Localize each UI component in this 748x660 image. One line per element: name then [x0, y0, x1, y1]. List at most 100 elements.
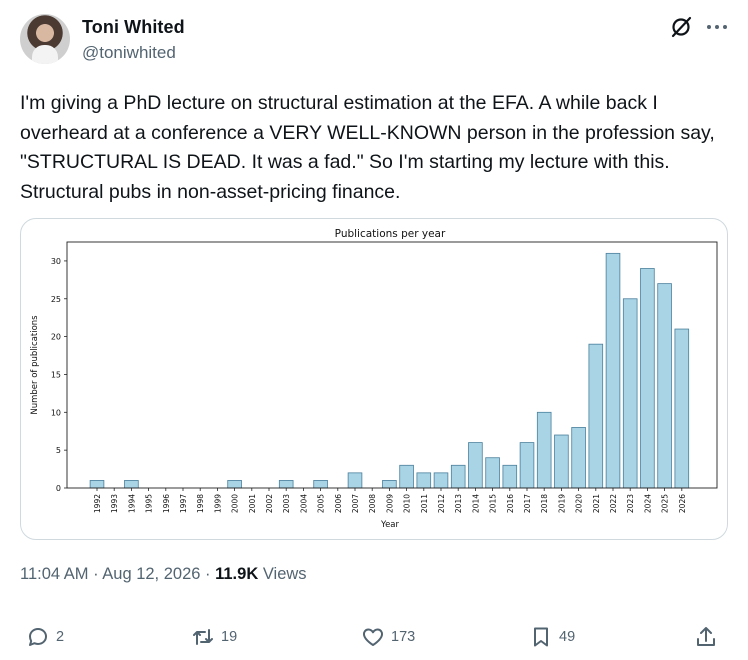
x-tick-label-2012: 2012	[437, 494, 446, 513]
bar-2007	[347, 472, 363, 489]
x-tick-label-1998: 1998	[196, 494, 205, 513]
x-tick-label-2025: 2025	[661, 494, 670, 513]
share-icon	[697, 627, 715, 646]
x-tick-label-2022: 2022	[609, 494, 618, 513]
x-tick-label-2007: 2007	[351, 494, 360, 513]
bar-2003	[278, 480, 294, 489]
heart-icon	[363, 628, 383, 646]
x-tick-label-1996: 1996	[162, 494, 171, 513]
bar-2023	[622, 298, 638, 489]
x-tick-label-2009: 2009	[385, 494, 394, 513]
x-tick-label-2020: 2020	[575, 494, 584, 513]
bar-2005	[313, 480, 328, 489]
x-tick-label-2023: 2023	[626, 494, 635, 513]
chart-title: Publications per year	[335, 228, 446, 240]
bar-2025	[657, 283, 672, 489]
bookmark-count: 49	[559, 629, 576, 645]
bar-2026	[674, 328, 690, 489]
x-tick-label-2003: 2003	[282, 494, 291, 513]
x-tick-label-2010: 2010	[403, 494, 412, 513]
tweet-meta: 11:04 AM · Aug 12, 2026 · 11.9K Views	[20, 565, 307, 584]
bar-2009	[382, 480, 397, 489]
x-tick-label-2018: 2018	[540, 494, 549, 513]
x-tick-label-2004: 2004	[299, 494, 308, 513]
x-tick-label-2017: 2017	[523, 494, 532, 513]
y-tick-label-10: 10	[51, 408, 61, 417]
y-tick-label-5: 5	[56, 446, 61, 455]
like-count: 173	[391, 629, 416, 645]
author-handle[interactable]: @toniwhited	[82, 43, 176, 62]
bar-2024	[640, 268, 655, 489]
bar-2018	[536, 411, 552, 489]
bar-2013	[450, 464, 466, 489]
x-tick-label-1999: 1999	[213, 494, 222, 513]
y-tick-label-20: 20	[51, 333, 61, 342]
x-tick-label-1997: 1997	[179, 494, 188, 513]
bar-2019	[554, 434, 569, 489]
x-tick-label-2016: 2016	[506, 494, 515, 513]
x-tick-label-2005: 2005	[317, 494, 326, 513]
x-tick-label-2000: 2000	[231, 494, 240, 513]
meta-separator-2: ·	[200, 565, 216, 583]
bar-2021	[588, 343, 604, 489]
retweet-count: 19	[221, 629, 238, 645]
views-label: Views	[258, 565, 307, 583]
bar-2014	[468, 442, 483, 489]
chart-y-axis-label: Number of publications	[30, 315, 40, 415]
avatar[interactable]	[20, 14, 70, 64]
y-tick-label-15: 15	[51, 370, 61, 379]
bar-2016	[502, 464, 518, 489]
chart-image-card[interactable]: Publications per year Number of publicat…	[20, 218, 728, 540]
bar-1994	[124, 480, 139, 489]
x-tick-label-1993: 1993	[110, 494, 119, 513]
bar-1992	[89, 480, 105, 489]
x-tick-label-2001: 2001	[248, 494, 257, 513]
chart-x-axis-label: Year	[380, 520, 400, 530]
x-tick-label-1992: 1992	[93, 494, 102, 513]
reply-button[interactable]: 2	[26, 624, 64, 650]
x-tick-label-2014: 2014	[471, 494, 480, 513]
x-tick-label-2024: 2024	[643, 494, 652, 513]
bar-2022	[605, 252, 621, 489]
x-tick-label-1995: 1995	[145, 494, 154, 513]
grok-icon[interactable]	[670, 15, 692, 39]
bookmark-button[interactable]: 49	[529, 624, 575, 650]
x-tick-label-2006: 2006	[334, 494, 343, 513]
bar-2010	[399, 464, 414, 489]
x-tick-label-2011: 2011	[420, 494, 429, 513]
x-tick-label-2008: 2008	[368, 494, 377, 513]
chart-y-ticks: 0 5 10 15 20 25 30	[51, 257, 67, 493]
x-tick-label-2026: 2026	[678, 494, 687, 513]
share-button[interactable]	[694, 624, 718, 650]
tweet-text: I'm giving a PhD lecture on structural e…	[20, 92, 715, 203]
author-name[interactable]: Toni Whited	[82, 17, 185, 37]
bar-2017	[519, 442, 535, 489]
bar-2011	[416, 472, 432, 489]
chart-bars	[89, 252, 690, 489]
x-tick-label-2019: 2019	[557, 494, 566, 513]
tweet-time[interactable]: 11:04 AM	[20, 565, 89, 583]
bookmark-icon	[534, 627, 548, 647]
bar-2015	[485, 457, 500, 489]
bar-2000	[227, 480, 242, 489]
meta-separator: ·	[88, 565, 103, 583]
x-tick-label-2002: 2002	[265, 494, 274, 513]
more-options-icon[interactable]	[706, 20, 728, 34]
views-count: 11.9K	[215, 565, 259, 583]
x-tick-label-1994: 1994	[127, 494, 136, 513]
bar-2020	[571, 427, 586, 489]
tweet-date[interactable]: Aug 12, 2026	[102, 565, 201, 583]
y-tick-label-25: 25	[51, 295, 61, 304]
like-button[interactable]: 173	[361, 624, 415, 650]
x-tick-label-2013: 2013	[454, 494, 463, 513]
chart-plot-frame	[66, 241, 718, 489]
reply-count: 2	[56, 629, 65, 645]
chart-x-ticks: 1992 1993 1994 1995 1996 1997 1998 1999 2000 2001…	[93, 488, 687, 513]
x-tick-label-2015: 2015	[489, 494, 498, 513]
bar-chart: Publications per year Number of publicat…	[30, 228, 718, 530]
y-tick-label-30: 30	[51, 257, 61, 266]
retweet-button[interactable]: 19	[191, 624, 237, 650]
retweet-icon	[193, 629, 213, 645]
reply-icon	[29, 628, 47, 646]
y-tick-label-0: 0	[56, 484, 61, 493]
